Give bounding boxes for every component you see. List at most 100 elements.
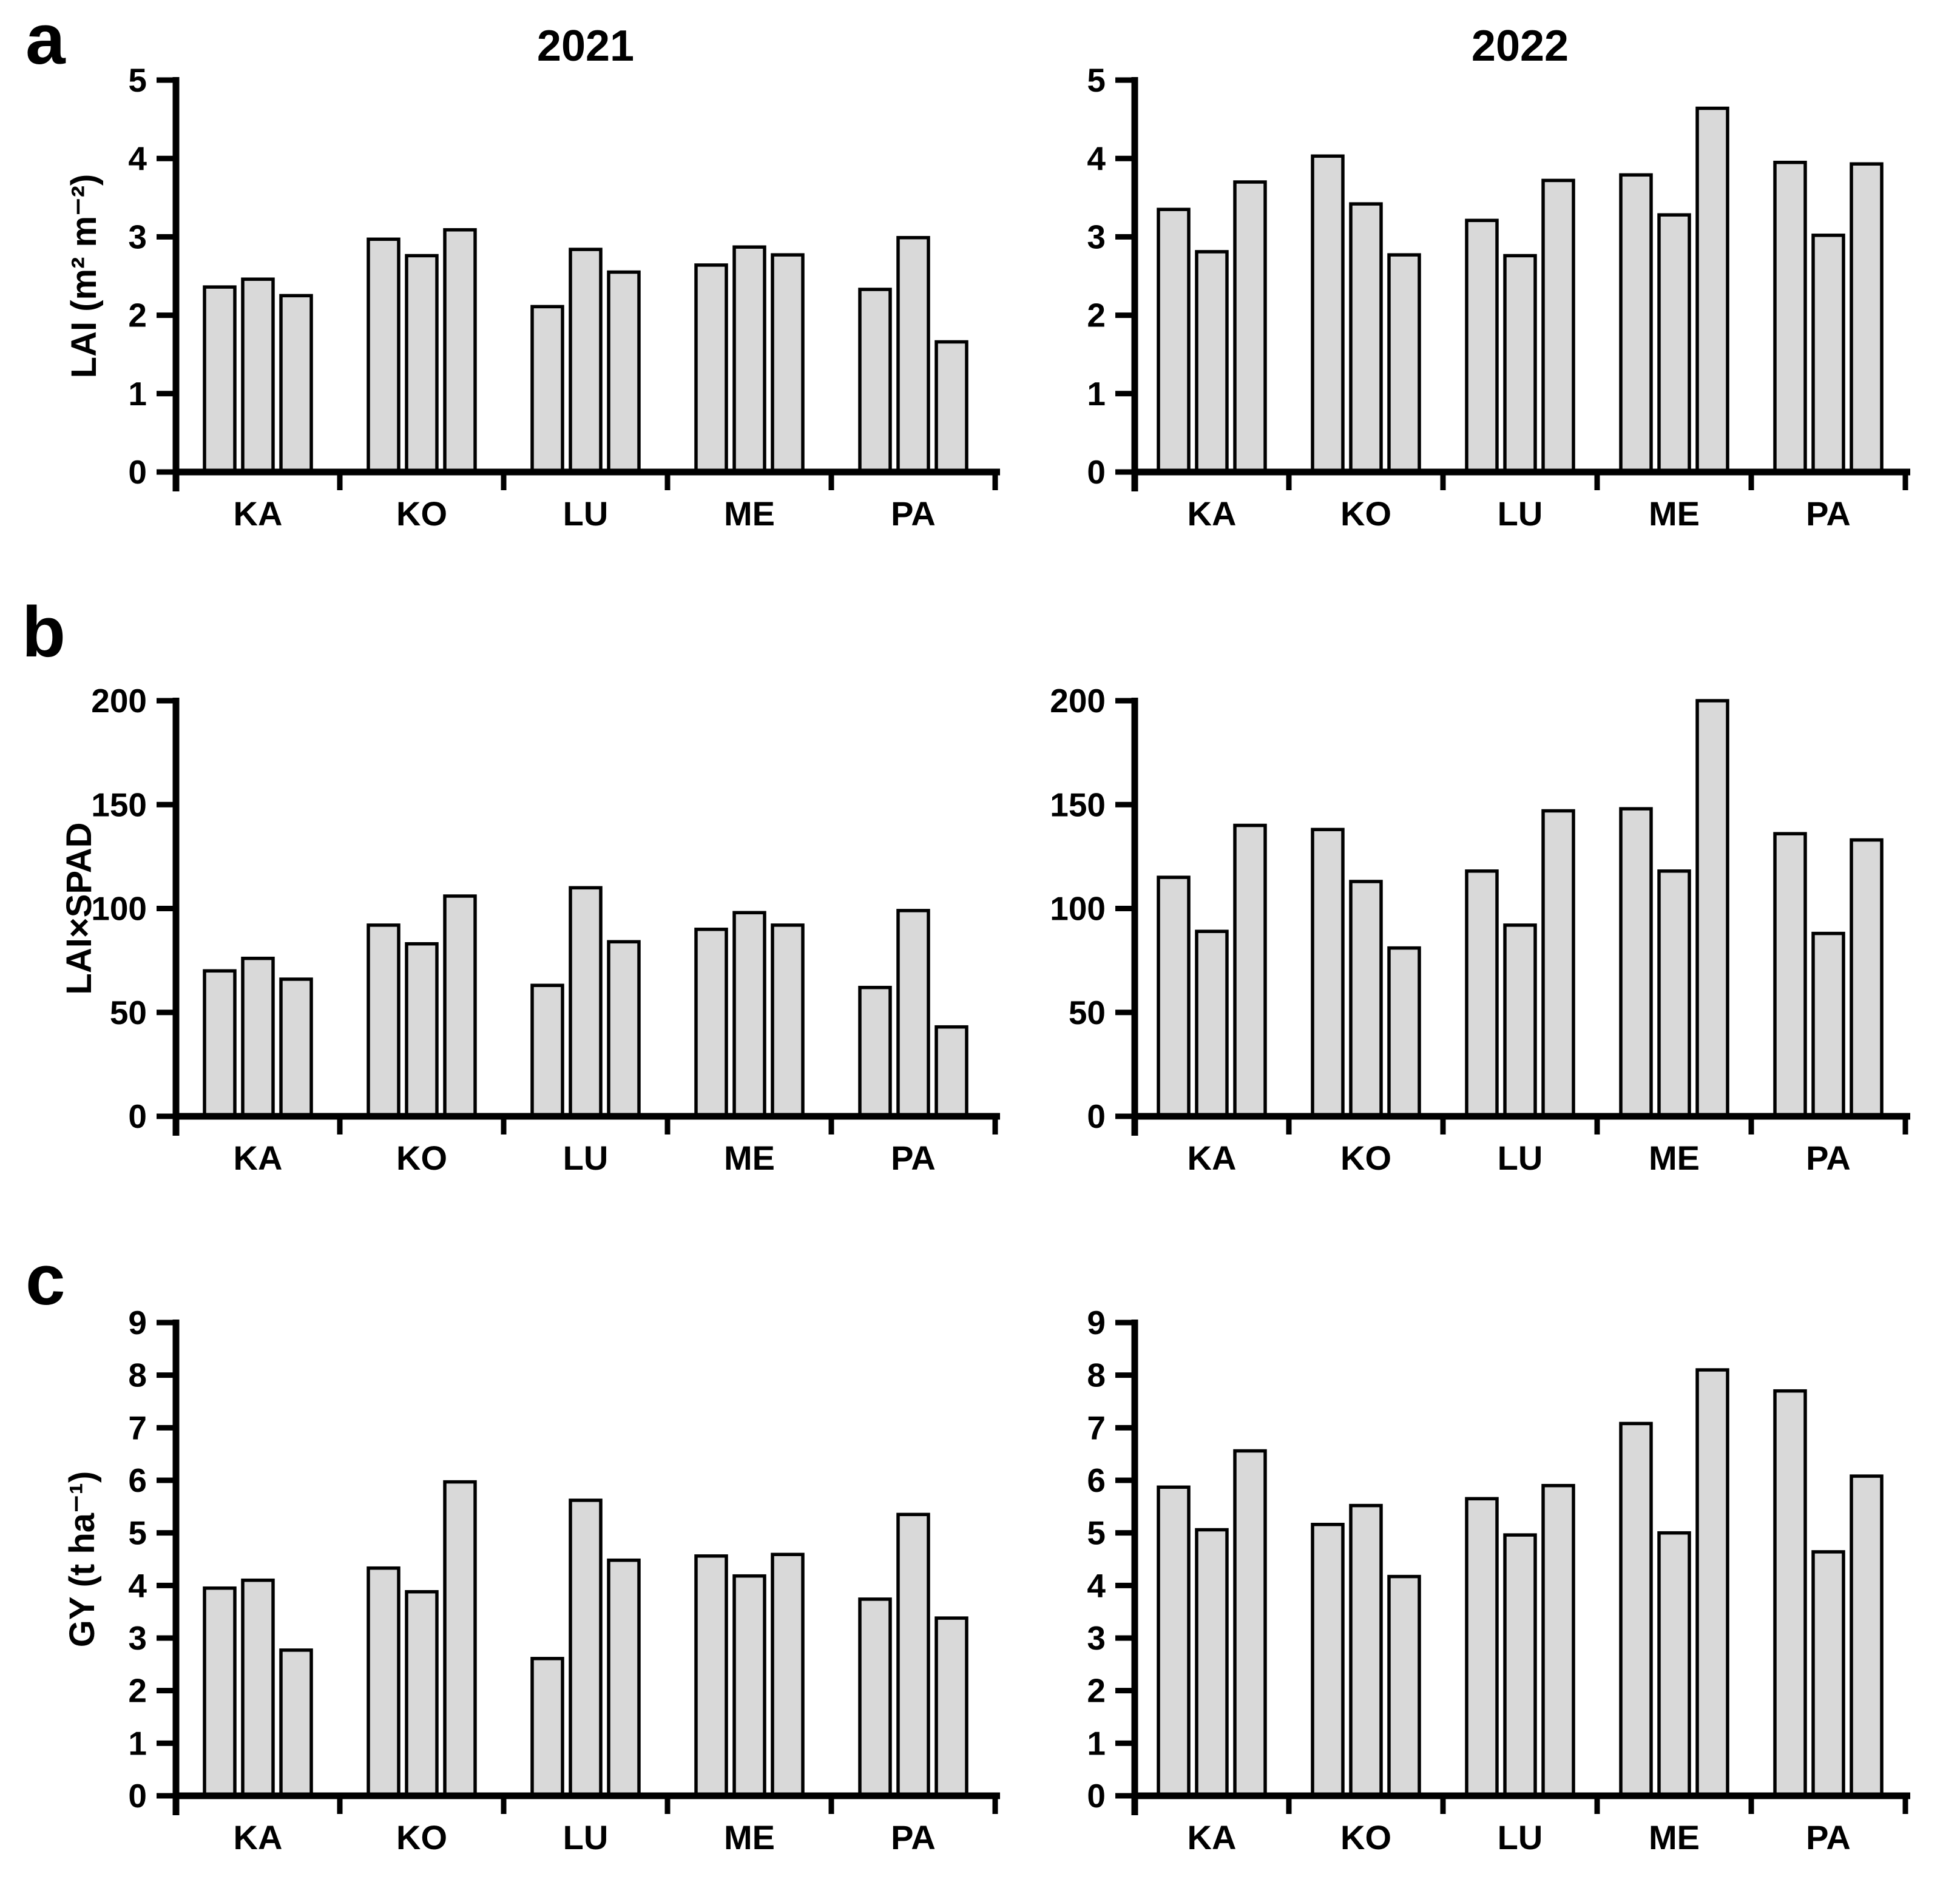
bar-lu-2 xyxy=(569,248,603,474)
category-label: KA xyxy=(1188,1139,1237,1177)
bar-ka-2 xyxy=(1195,929,1229,1118)
y-tick-label: 7 xyxy=(1087,1409,1106,1446)
bar-lu-2 xyxy=(569,1499,603,1798)
category-label: ME xyxy=(1649,1818,1700,1856)
y-axis-title: LAI×SPAD xyxy=(59,822,99,994)
y-tick-label: 2 xyxy=(1087,297,1106,334)
y-tick-label: 50 xyxy=(110,994,147,1031)
bar-ko-1 xyxy=(1311,828,1345,1118)
bar-ka-1 xyxy=(1157,1485,1191,1798)
bar-me-2 xyxy=(732,245,766,474)
bar-me-2 xyxy=(1657,213,1691,474)
category-label: PA xyxy=(891,1818,936,1856)
y-tick-label: 0 xyxy=(128,1097,147,1135)
bar-lu-2 xyxy=(569,886,603,1118)
bar-ka-3 xyxy=(279,1648,313,1798)
bar-pa-2 xyxy=(1811,234,1845,474)
bar-lu-1 xyxy=(530,1657,564,1798)
bar-ka-2 xyxy=(1195,1528,1229,1798)
chart-lai-2021: 2021 0 1 2 3 4 5 KA KO LU ME PA LAI (m² m⁻²) xyxy=(64,22,1000,533)
category-label: ME xyxy=(724,1139,775,1177)
bar-me-2 xyxy=(732,911,766,1118)
y-tick-label: 0 xyxy=(128,1777,147,1815)
bar-pa-3 xyxy=(1850,162,1884,474)
category-label: PA xyxy=(891,494,936,533)
bar-ka-3 xyxy=(279,977,313,1118)
category-label: KO xyxy=(396,1818,447,1856)
bar-lu-2 xyxy=(1503,1533,1537,1798)
panel-label-b: b xyxy=(22,592,66,672)
bar-me-3 xyxy=(771,1553,805,1798)
category-label: PA xyxy=(1806,1818,1851,1856)
category-label: PA xyxy=(1806,1139,1851,1177)
y-tick-label: 0 xyxy=(128,453,147,491)
y-tick-label: 3 xyxy=(128,1619,147,1657)
bar-ka-2 xyxy=(241,956,275,1118)
bar-me-1 xyxy=(1619,173,1653,474)
category-label: LU xyxy=(1498,1818,1543,1856)
bar-me-3 xyxy=(1695,1368,1729,1798)
y-axis-title: GY (t ha⁻¹) xyxy=(63,1471,102,1648)
category-label: ME xyxy=(724,1818,775,1856)
y-tick-label: 0 xyxy=(1087,453,1106,491)
bar-ko-3 xyxy=(443,228,477,474)
chart-lai-2022: 2022 0 1 2 3 4 5 KA KO LU ME PA xyxy=(1087,22,1910,533)
category-label: PA xyxy=(891,1139,936,1177)
bar-ka-3 xyxy=(1233,823,1267,1118)
bar-lu-2 xyxy=(1503,923,1537,1118)
bar-me-1 xyxy=(694,928,728,1118)
category-label: KO xyxy=(396,1139,447,1177)
bar-pa-2 xyxy=(896,909,930,1118)
category-label: LU xyxy=(563,1139,609,1177)
category-label: KO xyxy=(1340,494,1391,533)
bar-ko-2 xyxy=(405,942,439,1118)
category-label: KA xyxy=(234,1139,283,1177)
bar-ko-3 xyxy=(443,1480,477,1798)
y-tick-label: 4 xyxy=(128,140,147,177)
category-label: KA xyxy=(1188,494,1237,533)
y-tick-label: 8 xyxy=(128,1357,147,1394)
category-label: KA xyxy=(234,494,283,533)
y-tick-label: 5 xyxy=(1087,61,1106,99)
chart-gy-2022: 0 1 2 3 4 5 6 7 8 9 KA KO LU ME PA xyxy=(1087,1304,1910,1856)
category-label: LU xyxy=(1498,1139,1543,1177)
y-tick-label: 9 xyxy=(1087,1304,1106,1341)
bar-ko-3 xyxy=(1387,1574,1421,1798)
bar-pa-2 xyxy=(1811,1550,1845,1798)
y-tick-label: 8 xyxy=(1087,1357,1106,1394)
bar-ko-2 xyxy=(405,254,439,474)
chart-title: 2021 xyxy=(537,22,634,70)
bar-me-2 xyxy=(1657,1531,1691,1798)
bar-ko-1 xyxy=(1311,1523,1345,1798)
y-tick-label: 2 xyxy=(1087,1672,1106,1710)
y-tick-label: 0 xyxy=(1087,1777,1106,1815)
y-tick-label: 3 xyxy=(1087,218,1106,255)
chart-laixspad-2021: 0 50 100 150 200 KA KO LU ME PA LAI×SPAD xyxy=(59,682,1000,1177)
bar-pa-3 xyxy=(1850,838,1884,1118)
bar-ka-3 xyxy=(279,294,313,474)
bar-ka-1 xyxy=(1157,207,1191,474)
y-tick-label: 1 xyxy=(128,1724,147,1762)
bar-pa-2 xyxy=(896,1512,930,1798)
bar-me-1 xyxy=(1619,807,1653,1118)
y-tick-label: 3 xyxy=(128,218,147,255)
bar-ko-3 xyxy=(1387,946,1421,1118)
category-label: ME xyxy=(724,494,775,533)
bar-me-3 xyxy=(1695,699,1729,1118)
bar-ko-1 xyxy=(367,923,400,1118)
bar-ko-1 xyxy=(1311,154,1345,474)
y-tick-label: 100 xyxy=(1050,890,1106,928)
y-tick-label: 2 xyxy=(128,297,147,334)
bar-lu-3 xyxy=(607,1558,641,1798)
bar-lu-1 xyxy=(1465,1497,1499,1798)
bar-lu-3 xyxy=(1541,178,1575,474)
y-tick-label: 1 xyxy=(1087,375,1106,413)
bar-lu-3 xyxy=(1541,1483,1575,1798)
y-tick-label: 0 xyxy=(1087,1097,1106,1135)
bar-ko-2 xyxy=(405,1590,439,1798)
bar-me-3 xyxy=(771,253,805,474)
y-tick-label: 4 xyxy=(1087,140,1106,177)
y-tick-label: 7 xyxy=(128,1409,147,1446)
bar-me-1 xyxy=(694,1554,728,1798)
